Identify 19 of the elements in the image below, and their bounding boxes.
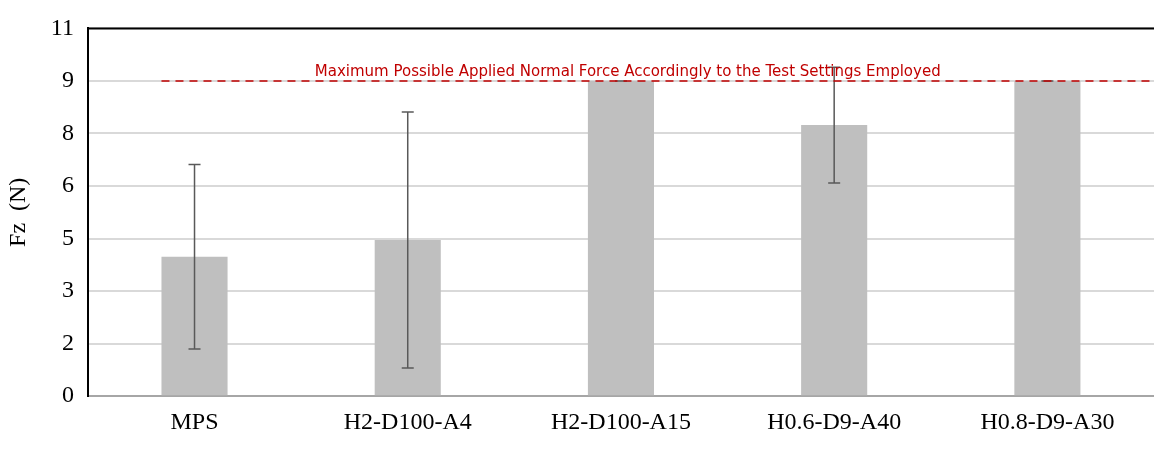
- bar: [801, 125, 868, 396]
- bar: [587, 80, 654, 396]
- y-tick-label: 6: [61, 171, 74, 198]
- x-tick-label: H2-D100-A15: [550, 407, 691, 434]
- bar: [374, 240, 441, 396]
- bar: [161, 256, 228, 396]
- y-tick-label: 9: [61, 66, 74, 93]
- y-axis-title: Fz (N): [3, 177, 30, 247]
- y-tick-label: 3: [61, 276, 74, 303]
- x-tick-label: H0.8-D9-A30: [980, 407, 1115, 434]
- y-tick-label: 8: [61, 118, 74, 145]
- y-tick-label: 0: [61, 381, 74, 408]
- y-tick-label: 2: [61, 328, 74, 355]
- x-tick-label: MPS: [170, 407, 219, 434]
- y-tick-label: 11: [50, 13, 74, 40]
- y-tick-label: 5: [61, 223, 74, 250]
- x-tick-label: H0.6-D9-A40: [767, 407, 902, 434]
- x-tick-label: H2-D100-A4: [343, 407, 472, 434]
- bar: [1014, 80, 1081, 396]
